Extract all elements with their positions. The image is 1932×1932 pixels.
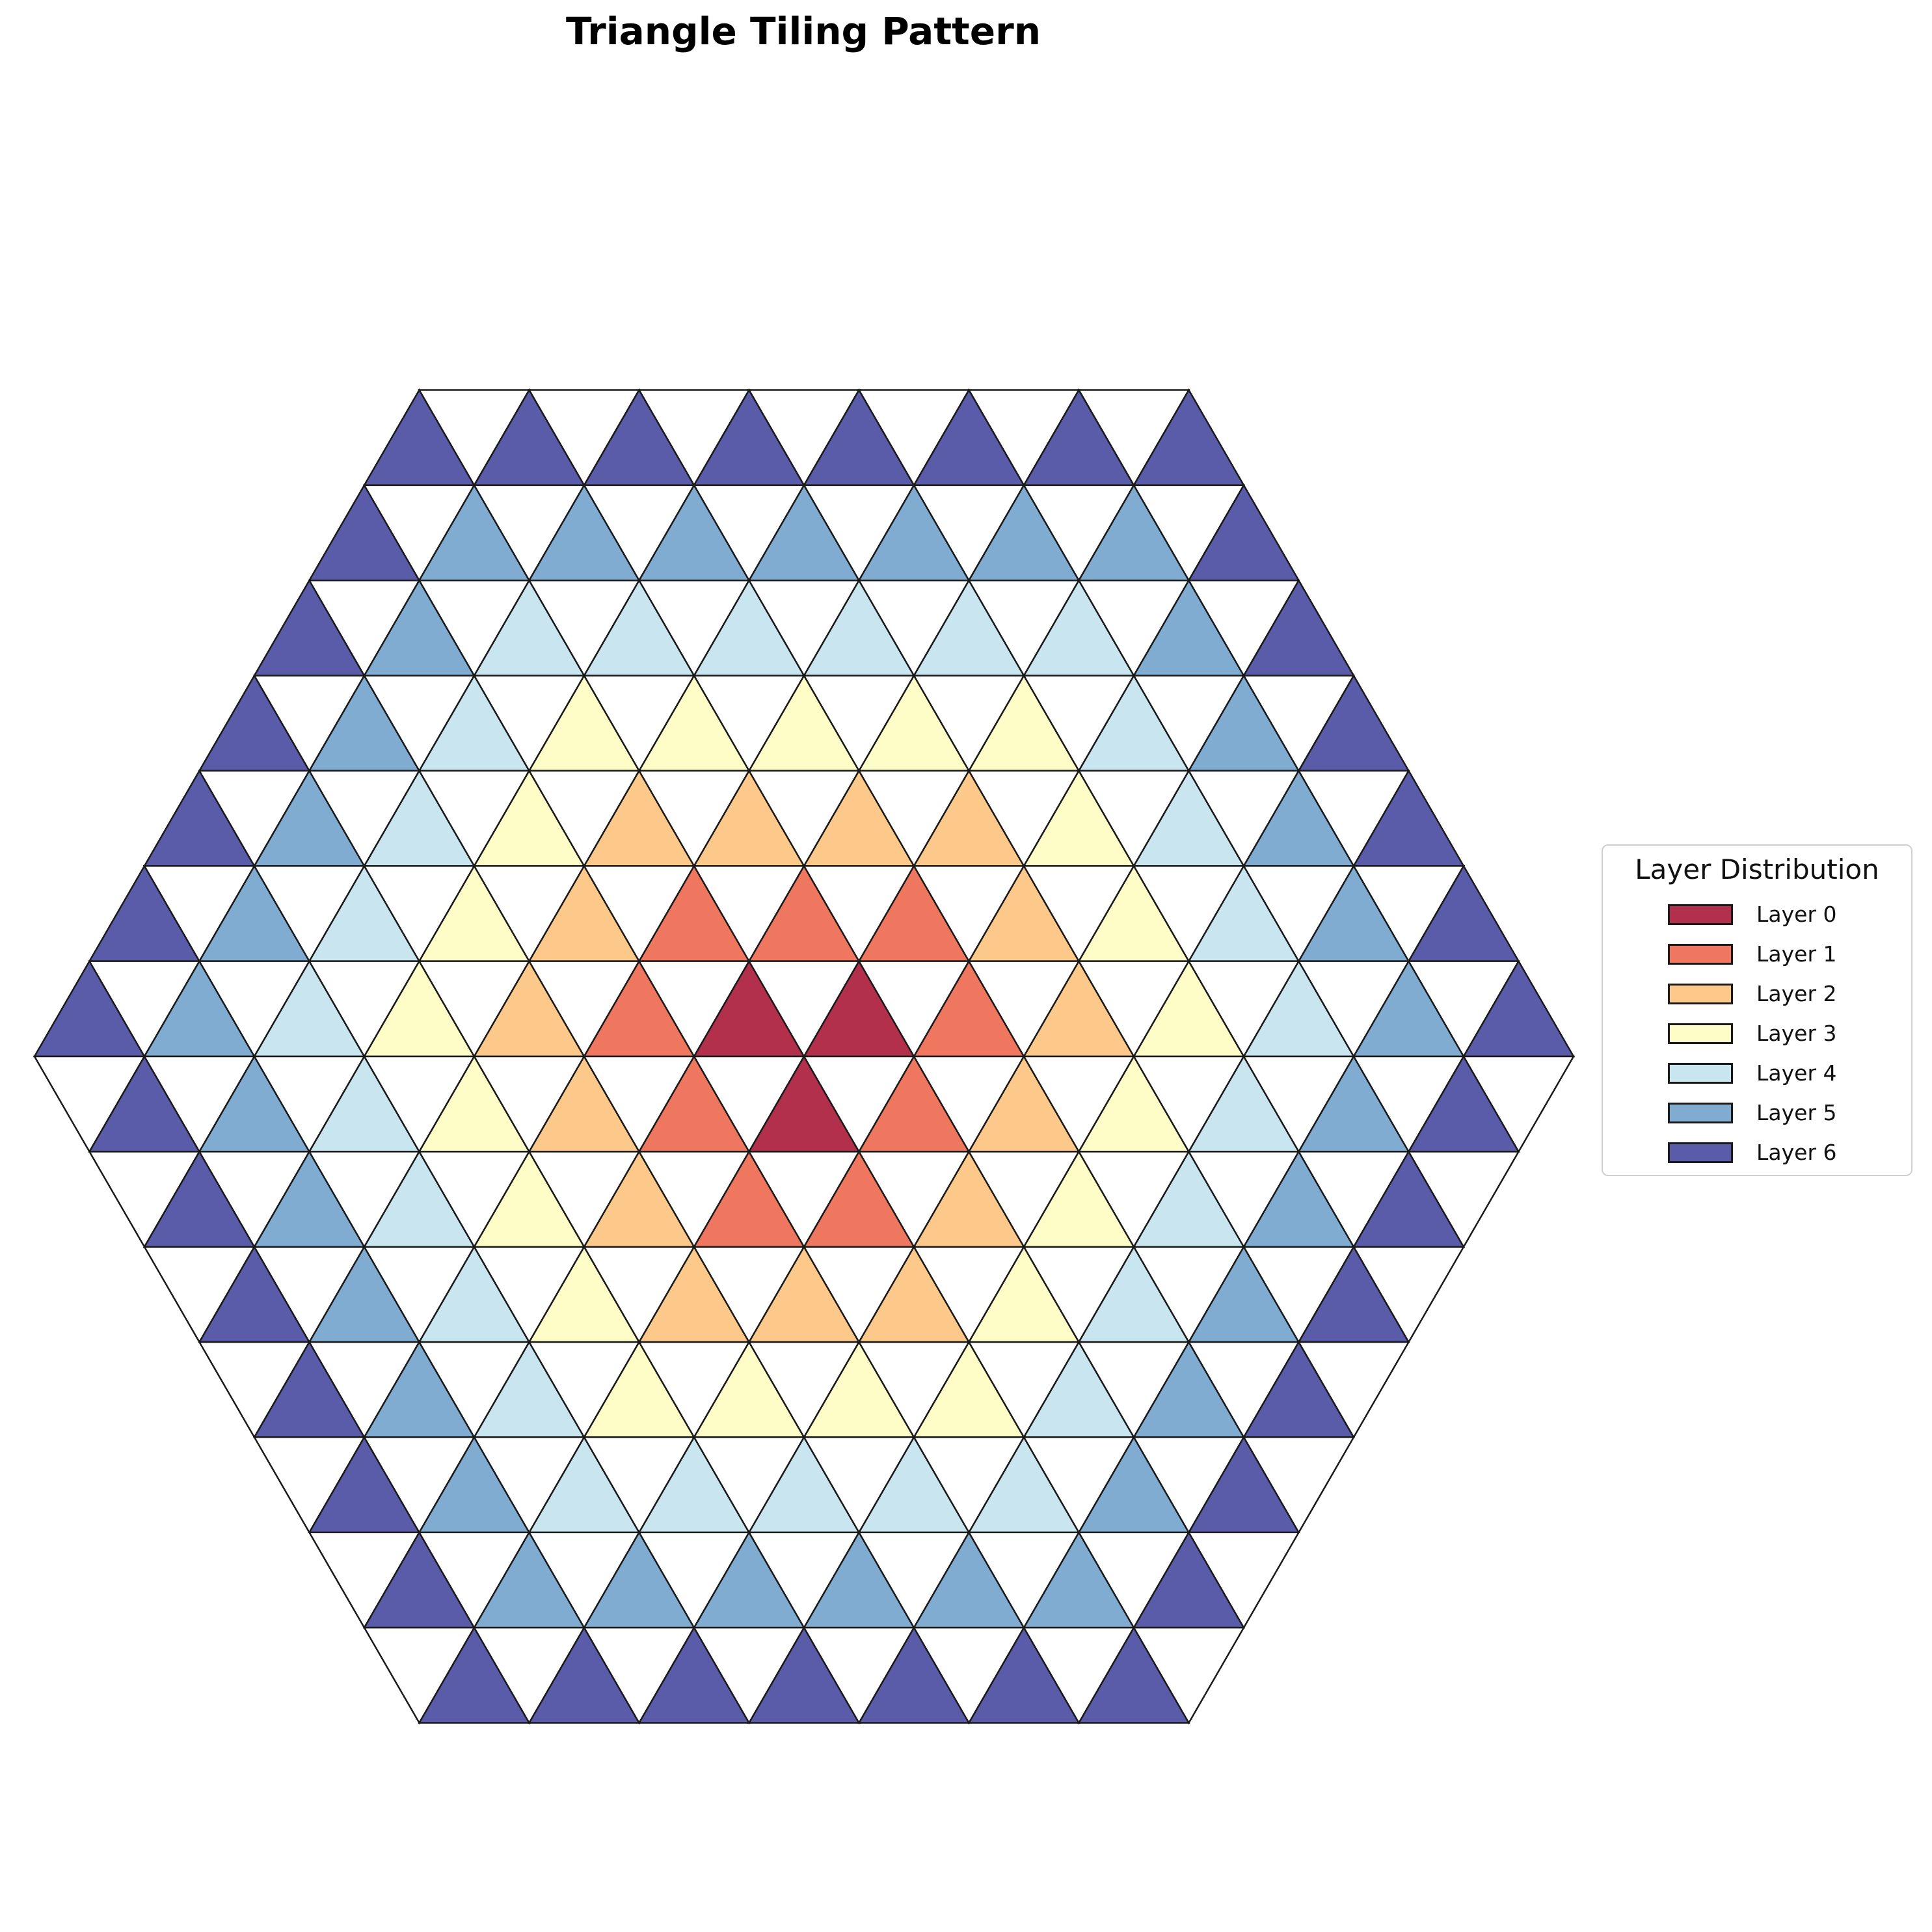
- legend-swatch-layer-4: [1668, 1062, 1733, 1084]
- legend-item-layer-6: Layer 6: [1603, 1133, 1911, 1172]
- legend-label-layer-6: Layer 6: [1756, 1140, 1837, 1165]
- triangle-layer-6: [1187, 1531, 1300, 1630]
- legend-swatch-layer-5: [1668, 1102, 1733, 1123]
- legend-label-layer-5: Layer 5: [1756, 1100, 1837, 1125]
- triangle-layer-6: [1242, 1436, 1356, 1535]
- legend-label-layer-0: Layer 0: [1756, 902, 1837, 927]
- legend-item-layer-1: Layer 1: [1603, 934, 1911, 974]
- chart-title: Triangle Tiling Pattern: [565, 9, 1041, 53]
- legend-swatch-layer-3: [1668, 1023, 1733, 1044]
- legend-item-layer-4: Layer 4: [1603, 1053, 1911, 1093]
- legend-label-layer-3: Layer 3: [1756, 1021, 1837, 1046]
- legend-title: Layer Distribution: [1635, 853, 1879, 885]
- legend-label-layer-4: Layer 4: [1756, 1060, 1837, 1086]
- legend-item-layer-3: Layer 3: [1603, 1013, 1911, 1053]
- triangle-layer-6: [1352, 1246, 1466, 1344]
- legend-swatch-layer-1: [1668, 943, 1733, 965]
- legend-item-layer-2: Layer 2: [1603, 974, 1911, 1013]
- legend-swatch-layer-0: [1668, 904, 1733, 925]
- triangle-layer-6: [1297, 1341, 1410, 1439]
- legend-swatch-layer-6: [1668, 1142, 1733, 1163]
- triangle-layer-6: [1132, 1626, 1246, 1725]
- legend-item-layer-5: Layer 5: [1603, 1093, 1911, 1133]
- legend-label-layer-2: Layer 2: [1756, 981, 1837, 1006]
- legend-label-layer-1: Layer 1: [1756, 941, 1837, 967]
- legend: Layer Distribution Layer 0 Layer 1 Layer 2…: [1602, 844, 1912, 1176]
- legend-swatch-layer-2: [1668, 983, 1733, 1004]
- legend-item-layer-0: Layer 0: [1603, 894, 1911, 934]
- triangle-layer-6: [1462, 1055, 1576, 1153]
- triangle-layer-6: [1407, 1151, 1520, 1249]
